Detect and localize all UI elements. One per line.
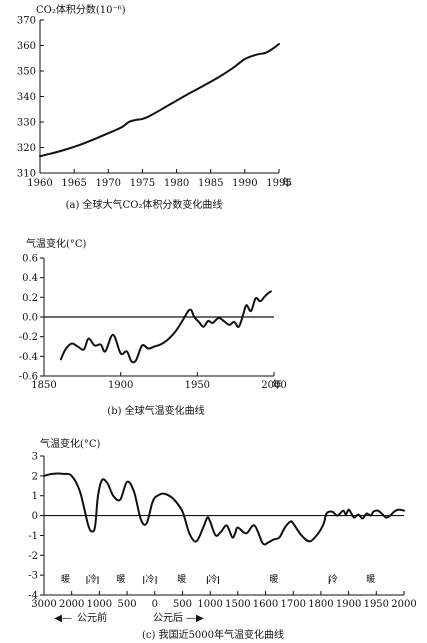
china-temp-series-line bbox=[43, 472, 405, 546]
co2-x-tick-label: 1990 bbox=[232, 178, 257, 189]
era-ad-label: 公元后 bbox=[153, 612, 183, 624]
co2-x-tick-label: 1995 bbox=[266, 178, 291, 189]
co2-y-tick-label: 370 bbox=[17, 16, 36, 27]
china-temp-x-tick-label: 2000 bbox=[59, 599, 84, 610]
global-temp-x-tick-label: 1900 bbox=[108, 380, 133, 391]
global-temp-y-tick-label: 0.2 bbox=[22, 293, 38, 304]
era-ad-arrow: —▶ bbox=[186, 613, 204, 624]
global-temp-x-unit: 年 bbox=[272, 378, 282, 391]
china-temp-y-tick-label: -2 bbox=[28, 551, 38, 562]
period-label: 暖 bbox=[116, 573, 125, 585]
panel-a-co2-chart: CO₂体积分数(10⁻⁶) 年 (a) 全球大气CO₂体积分数变化曲线 310 3… bbox=[17, 3, 292, 211]
china-temp-y-tick-label: 1 bbox=[32, 491, 38, 502]
panel-c-china-5000yr-chart: 气温变化(°C) 公元前 ◀— 公元后 —▶ (c) 我国近5000年气温变化曲… bbox=[28, 437, 416, 641]
china-temp-y-tick-label: -1 bbox=[28, 531, 38, 542]
co2-x-tick-label: 1970 bbox=[96, 178, 121, 189]
co2-series-line bbox=[39, 43, 280, 158]
caption-a: (a) 全球大气CO₂体积分数变化曲线 bbox=[66, 198, 223, 211]
co2-x-tick-label: 1985 bbox=[198, 178, 223, 189]
period-label: 冷 bbox=[88, 573, 97, 585]
co2-y-tick-label: 360 bbox=[17, 41, 36, 52]
china-temp-x-tick-label: 1700 bbox=[281, 599, 306, 610]
china-temp-x-tick-label: 500 bbox=[118, 599, 137, 610]
china-temp-y-tick-label: 0 bbox=[32, 511, 38, 522]
china-temp-y-tick-label: 3 bbox=[32, 452, 38, 463]
china-temp-y-tick-label: -3 bbox=[28, 571, 38, 582]
china-temp-x-tick-label: 1500 bbox=[225, 599, 250, 610]
china-temp-x-tick-label: 1000 bbox=[197, 599, 222, 610]
co2-y-tick-label: 340 bbox=[17, 92, 36, 103]
panel-b-global-temp-chart: 气温变化(°C) 年 (b) 全球气温变化曲线 -0.6 -0.4 -0.2 0.0 0… bbox=[19, 237, 287, 417]
caption-c: (c) 我国近5000年气温变化曲线 bbox=[142, 628, 284, 641]
period-label: 冷 bbox=[145, 573, 154, 585]
global-temp-axis-label: 气温变化(°C) bbox=[26, 237, 87, 250]
global-temp-x-tick-label: 1850 bbox=[31, 380, 56, 391]
china-temp-x-tick-label: 1950 bbox=[364, 599, 389, 610]
china-temp-x-tick-label: 1900 bbox=[336, 599, 361, 610]
china-temp-x-tick-label: 1800 bbox=[308, 599, 333, 610]
period-label: 冷 bbox=[329, 573, 338, 585]
co2-x-unit: 年 bbox=[282, 176, 292, 189]
period-label: 暖 bbox=[269, 573, 278, 585]
global-temp-x-tick-label: 2000 bbox=[261, 380, 286, 391]
global-temp-y-tick-label: 0.4 bbox=[22, 273, 38, 284]
global-temp-y-tick-label: -0.2 bbox=[19, 332, 38, 343]
co2-y-tick-label: 350 bbox=[17, 67, 36, 78]
period-label: 暖 bbox=[177, 573, 186, 585]
co2-y-tick-label: 310 bbox=[17, 169, 36, 180]
global-temp-series-line bbox=[59, 290, 272, 364]
global-temp-y-tick-label: -0.6 bbox=[19, 372, 38, 383]
era-bc-label: 公元前 bbox=[77, 611, 107, 624]
china-temp-x-tick-label: 500 bbox=[173, 599, 192, 610]
co2-y-tick-label: 320 bbox=[17, 143, 36, 154]
era-bc-arrow: ◀— bbox=[54, 613, 72, 624]
period-label: 暖 bbox=[366, 573, 375, 585]
china-temp-x-tick-label: 1600 bbox=[253, 599, 278, 610]
period-label: 冷 bbox=[208, 573, 217, 585]
china-temp-x-tick-label: 0 bbox=[152, 599, 158, 610]
china-temp-y-tick-label: 2 bbox=[32, 471, 38, 482]
china-temp-axis-label: 气温变化(°C) bbox=[40, 437, 101, 450]
co2-y-tick-label: 330 bbox=[17, 118, 36, 129]
caption-b: (b) 全球气温变化曲线 bbox=[107, 404, 204, 417]
co2-x-tick-label: 1975 bbox=[130, 178, 155, 189]
co2-x-tick-label: 1960 bbox=[27, 178, 52, 189]
china-temp-x-tick-label: 2000 bbox=[391, 599, 416, 610]
co2-x-tick-label: 1965 bbox=[61, 178, 86, 189]
china-temp-x-tick-label: 3000 bbox=[31, 599, 56, 610]
period-label: 暖 bbox=[61, 573, 70, 585]
global-temp-y-tick-label: 0.6 bbox=[22, 254, 38, 265]
global-temp-y-tick-label: 0.0 bbox=[22, 313, 38, 324]
global-temp-y-tick-label: -0.4 bbox=[19, 352, 38, 363]
china-temp-x-tick-label: 1000 bbox=[87, 599, 112, 610]
global-temp-x-tick-label: 1950 bbox=[185, 380, 210, 391]
china-temp-y-tick-label: -4 bbox=[28, 591, 38, 602]
co2-axis-label: CO₂体积分数(10⁻⁶) bbox=[36, 3, 126, 16]
co2-x-tick-label: 1980 bbox=[164, 178, 189, 189]
